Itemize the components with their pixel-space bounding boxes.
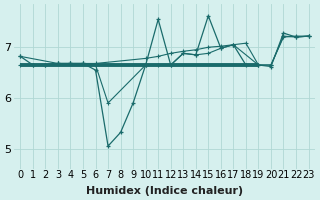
X-axis label: Humidex (Indice chaleur): Humidex (Indice chaleur)	[86, 186, 243, 196]
